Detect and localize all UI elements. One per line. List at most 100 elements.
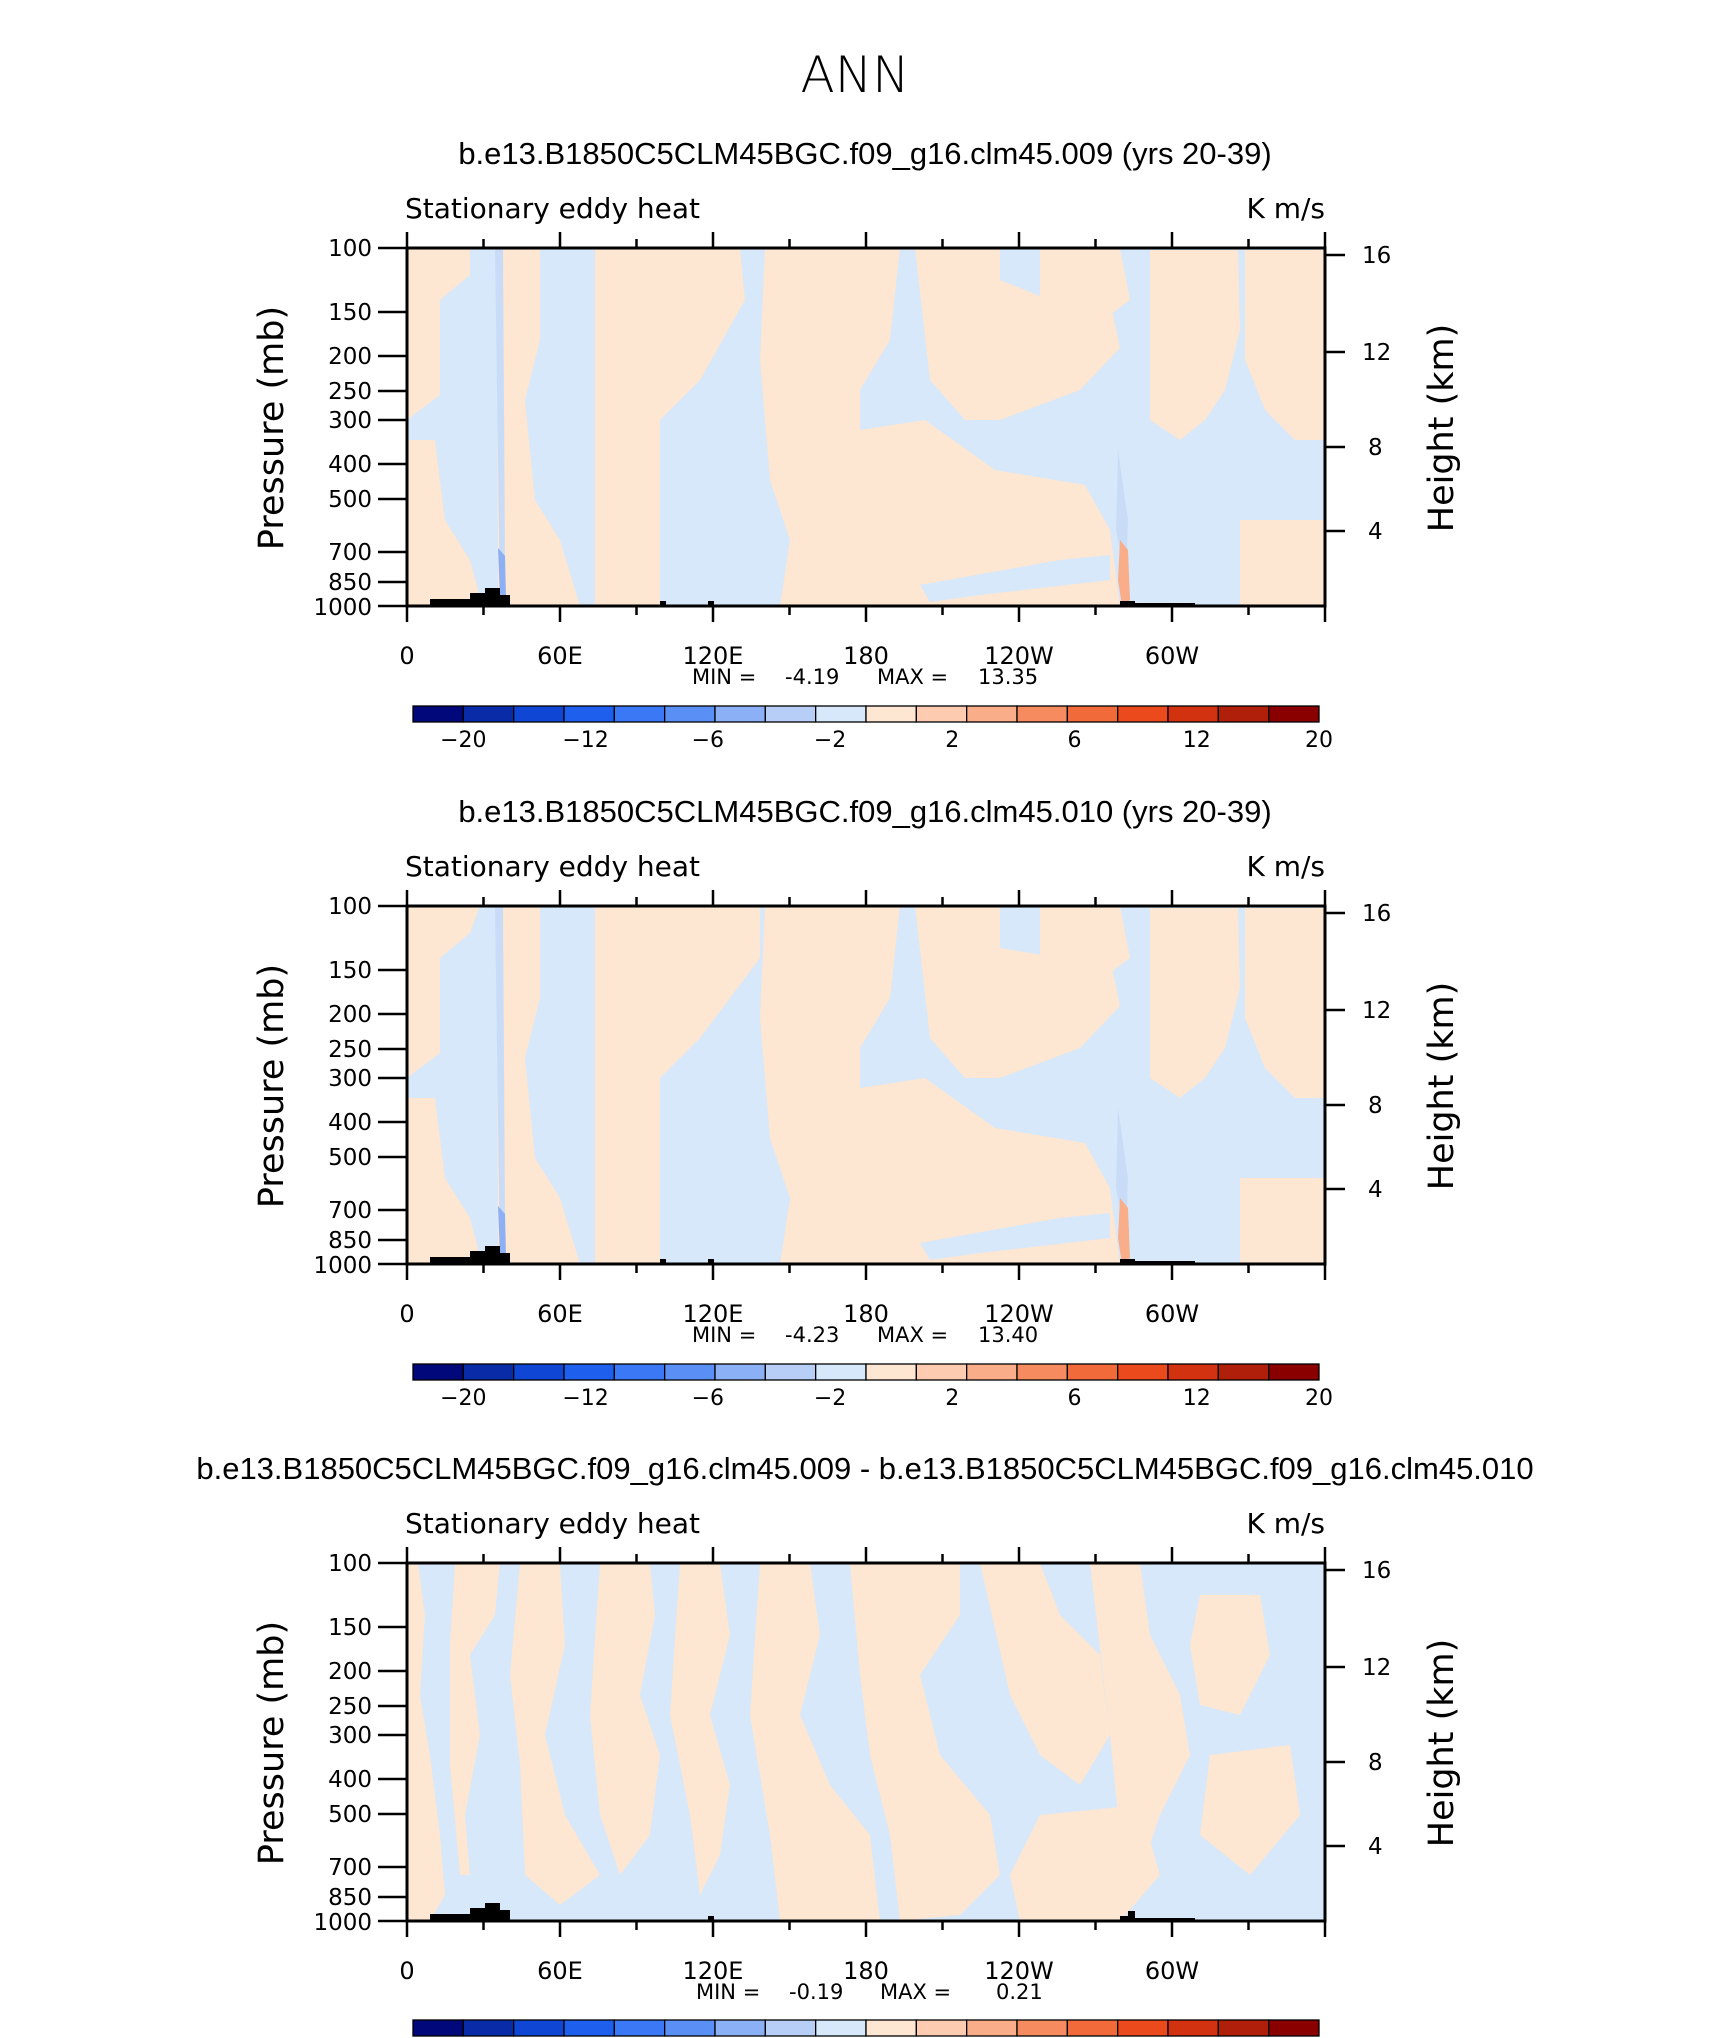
y2-tick-marks [1325, 1568, 1345, 1848]
min-value: -4.23 [785, 1323, 839, 1347]
colorbar-label: 12 [1183, 1386, 1211, 1411]
colorbar-box [664, 1363, 716, 1381]
right-string: K m/s [1246, 192, 1325, 225]
negative-band [920, 1213, 1110, 1260]
topography [708, 601, 714, 606]
colorbar-label: −2 [814, 1386, 846, 1411]
colorbar-box [1066, 2019, 1119, 2037]
y-tick-marks [378, 246, 407, 608]
x-tick-label: 180 [843, 1300, 889, 1328]
y2-tick-label: 12 [1362, 998, 1391, 1024]
colorbar-box [815, 1363, 867, 1381]
positive-region [750, 1563, 880, 1921]
y-tick-label: 400 [328, 1767, 372, 1793]
y2-tick-label: 8 [1368, 435, 1383, 461]
topography [660, 601, 666, 606]
colorbar-box [563, 1363, 615, 1381]
colorbar-box [1066, 1363, 1119, 1381]
panel-1: b.e13.B1850C5CLM45BGC.f09_g16.clm45.009 … [252, 136, 1462, 753]
positive-region [1190, 1595, 1270, 1715]
colorbar-box [714, 705, 766, 723]
x-tick-label: 0 [399, 1300, 414, 1328]
colorbar-label: −12 [562, 1386, 608, 1411]
y-tick-label: 200 [328, 344, 372, 370]
positive-region [590, 1563, 660, 1875]
right-string: K m/s [1246, 850, 1325, 883]
colorbar-box [1016, 1363, 1068, 1381]
y-tick-label: 100 [328, 894, 372, 920]
y-tick-label: 850 [328, 1228, 372, 1254]
colorbar: −6−5−4−3−2−1−0.500.5123456 [412, 2019, 1320, 2037]
y-tick-labels: 100 150 200 250 300 400 500 700 850 1000 [313, 894, 372, 1279]
y-tick-label: 250 [328, 1037, 372, 1063]
positive-region [497, 248, 580, 606]
y-tick-label: 100 [328, 1551, 372, 1577]
colorbar-box [815, 2019, 867, 2037]
max-label: MAX = [877, 665, 948, 689]
colorbar-label: −6 [692, 728, 724, 753]
colorbar-label: 20 [1305, 728, 1333, 753]
y-tick-label: 1000 [313, 1253, 372, 1279]
colorbar-box [865, 1363, 917, 1381]
colorbar-box [815, 705, 867, 723]
positive-region [1090, 1563, 1190, 1875]
colorbar-label: 2 [945, 728, 959, 753]
colorbar-box [1117, 2019, 1169, 2037]
colorbar-box [865, 2019, 917, 2037]
topography [430, 1903, 510, 1921]
y2-axis-label: Height (km) [1422, 1639, 1462, 1848]
positive-region [595, 906, 760, 1264]
contour-field [407, 248, 1325, 606]
y2-tick-label: 16 [1362, 1558, 1391, 1584]
colorbar-box [966, 705, 1018, 723]
y2-axis-label: Height (km) [1422, 982, 1462, 1191]
colorbar-box [1066, 705, 1119, 723]
colorbar-box [865, 705, 917, 723]
stats-line: MIN = -0.19 MAX = 0.21 [696, 1980, 1043, 2004]
left-string: Stationary eddy heat [405, 1507, 700, 1540]
positive-region [670, 1563, 730, 1895]
negative-band [920, 555, 1110, 602]
y-tick-label: 200 [328, 1659, 372, 1685]
positive-region [595, 248, 745, 606]
colorbar-label: 20 [1305, 1386, 1333, 1411]
colorbar-box [613, 705, 666, 723]
colorbar-box [1016, 705, 1068, 723]
positive-region [760, 248, 1120, 606]
y-tick-label: 300 [328, 408, 372, 434]
max-label: MAX = [880, 1980, 951, 2004]
positive-region [1240, 520, 1325, 606]
x-tick-labels: 0 60E 120E 180 120W 60W [399, 1957, 1199, 1985]
x-tick-labels: 0 60E 120E 180 120W 60W [399, 1300, 1199, 1328]
y2-tick-labels: 16 12 8 4 [1362, 901, 1391, 1203]
colorbar-label: −20 [440, 728, 486, 753]
y-tick-labels: 100 150 200 250 300 400 500 700 850 1000 [313, 1551, 372, 1936]
x-tick-marks [405, 1547, 1327, 1937]
y-tick-label: 500 [328, 1802, 372, 1828]
panel-3: b.e13.B1850C5CLM45BGC.f09_g16.clm45.009 … [196, 1451, 1534, 2037]
positive-region [450, 1563, 500, 1875]
positive-region [1150, 908, 1240, 1098]
colorbar-box [764, 1363, 817, 1381]
y-tick-label: 1000 [313, 1910, 372, 1936]
colorbar: −20 −12 −6 −2 2 6 12 20 [412, 705, 1333, 753]
x-tick-label: 120W [984, 642, 1054, 670]
positive-region [980, 1563, 1110, 1785]
colorbar-box [1167, 2019, 1219, 2037]
x-tick-label: 120E [683, 1300, 744, 1328]
colorbar-box [563, 705, 615, 723]
colorbar-box [1217, 2019, 1270, 2037]
positive-region [760, 906, 1120, 1264]
x-tick-label: 60W [1145, 642, 1199, 670]
x-tick-labels: 0 60E 120E 180 120W 60W [399, 642, 1199, 670]
positive-region [915, 906, 1120, 1078]
x-tick-label: 120W [984, 1957, 1054, 1985]
y2-axis-label: Height (km) [1422, 324, 1462, 533]
x-tick-label: 180 [843, 1957, 889, 1985]
colorbar-box [462, 705, 515, 723]
colorbar-box [915, 2019, 968, 2037]
colorbar-box [664, 2019, 716, 2037]
max-value: 13.40 [978, 1323, 1038, 1347]
colorbar-box [915, 705, 968, 723]
y2-tick-marks [1325, 911, 1345, 1191]
